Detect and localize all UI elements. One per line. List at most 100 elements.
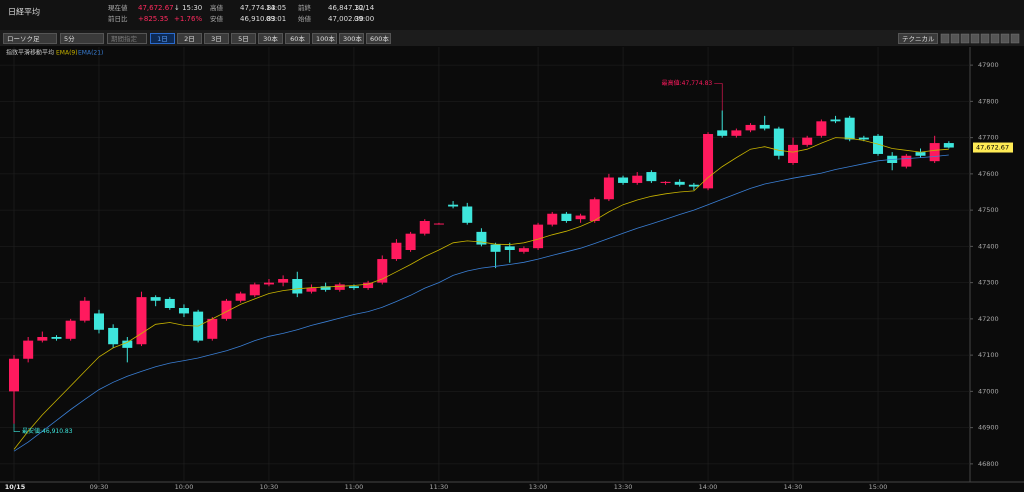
tool-icon: [1010, 33, 1020, 44]
candle-body: [164, 298, 175, 308]
candle-body: [943, 143, 954, 148]
x-tick-label: 13:00: [529, 483, 548, 491]
range-button[interactable]: 1日: [150, 33, 175, 44]
y-tick-label: 47000: [978, 387, 999, 395]
candle-body: [518, 248, 529, 252]
candle-body: [674, 181, 685, 185]
candle-body: [23, 340, 34, 359]
x-tick-label: 09:30: [90, 483, 109, 491]
candle-body: [9, 358, 19, 392]
candle-body: [65, 320, 76, 339]
field-label: 安値: [210, 14, 224, 23]
tool-icon: [970, 33, 980, 44]
x-tick-label: 14:30: [784, 483, 803, 491]
candle-body: [79, 300, 90, 321]
range-button[interactable]: 5日: [231, 33, 256, 44]
x-tick-label: 10/15: [5, 483, 26, 491]
y-tick-label: 47100: [978, 351, 999, 359]
legend-entry: EMA(21): [78, 50, 103, 57]
candle-body: [575, 215, 586, 220]
candle-body: [221, 300, 232, 319]
y-tick-label: 47600: [978, 170, 999, 178]
candle-body: [51, 337, 62, 339]
x-tick-label: 13:30: [614, 483, 633, 491]
candle-body: [858, 137, 869, 140]
field-label: 前日比: [108, 14, 128, 23]
candle-body: [773, 128, 784, 156]
ema-line: [13, 154, 949, 452]
candle-body: [745, 124, 756, 131]
candle-body: [292, 279, 303, 294]
range-button[interactable]: 600本: [366, 33, 391, 44]
candle-body: [433, 223, 444, 225]
candle-body: [122, 340, 133, 348]
annotation: 最高値:47,774.83: [662, 79, 713, 87]
candle-body: [646, 172, 657, 182]
candle-body: [348, 286, 359, 289]
field-label: 現在値: [108, 3, 128, 12]
range-button[interactable]: 300本: [339, 33, 364, 44]
candle-body: [688, 184, 699, 187]
field-extra: +1.76%: [174, 15, 202, 23]
select[interactable]: ローソク足: [3, 33, 57, 44]
range-button[interactable]: 2日: [177, 33, 202, 44]
field-extra: 14:05: [266, 4, 286, 12]
tool-icon: [1000, 33, 1010, 44]
candle-body: [391, 242, 402, 260]
select[interactable]: 5分: [60, 33, 104, 44]
tool-icon: [960, 33, 970, 44]
candle-body: [448, 204, 459, 207]
candle-body: [476, 231, 487, 245]
candle-body: [490, 244, 501, 252]
y-tick-label: 47800: [978, 97, 999, 105]
candle-body: [703, 134, 714, 189]
field-label: 始値: [298, 14, 312, 23]
field-value: 47,672.67: [138, 4, 174, 12]
range-button[interactable]: 60本: [285, 33, 310, 44]
technical-button[interactable]: テクニカル: [898, 33, 938, 44]
range-button[interactable]: 3日: [204, 33, 229, 44]
legend-entry: EMA(9): [56, 50, 78, 57]
field-value: +825.35: [138, 15, 168, 23]
tool-icon: [950, 33, 960, 44]
candle-body: [547, 213, 558, 225]
field-label: 高値: [210, 3, 224, 12]
field-value: 46,847.32: [328, 4, 364, 12]
candle-body: [419, 221, 430, 234]
toolbar-bg: [0, 30, 1024, 46]
candle-body: [504, 246, 515, 250]
y-tick-label: 47700: [978, 134, 999, 142]
candle-body: [873, 135, 884, 154]
candle-body: [405, 233, 416, 250]
candle-body: [618, 177, 629, 183]
field-extra: 09:01: [266, 15, 286, 23]
candle-body: [278, 279, 289, 283]
candle-body: [632, 175, 643, 183]
candle-body: [37, 337, 48, 341]
range-button[interactable]: 100本: [312, 33, 337, 44]
candle-body: [660, 181, 671, 183]
y-tick-label: 47900: [978, 61, 999, 69]
annotation-line: [13, 423, 20, 432]
candle-body: [136, 297, 147, 345]
field-value: 46,910.83: [240, 15, 276, 23]
tool-icon: [980, 33, 990, 44]
annotation: 最安値:46,910.83: [22, 427, 73, 435]
select[interactable]: 期間指定: [107, 33, 147, 44]
x-tick-label: 11:00: [345, 483, 364, 491]
candle-body: [377, 259, 388, 283]
candle-body: [844, 117, 855, 140]
x-tick-label: 11:30: [430, 483, 449, 491]
candle-body: [249, 284, 260, 296]
candle-body: [759, 124, 770, 129]
x-tick-label: 10:30: [260, 483, 279, 491]
range-button[interactable]: 30本: [258, 33, 283, 44]
candle-body: [561, 213, 572, 221]
candle-body: [178, 308, 189, 314]
field-value: 47,774.83: [240, 4, 276, 12]
x-tick-label: 10:00: [175, 483, 194, 491]
candle-body: [816, 121, 827, 136]
ema-line: [13, 137, 949, 450]
title: 日経平均: [8, 7, 40, 17]
